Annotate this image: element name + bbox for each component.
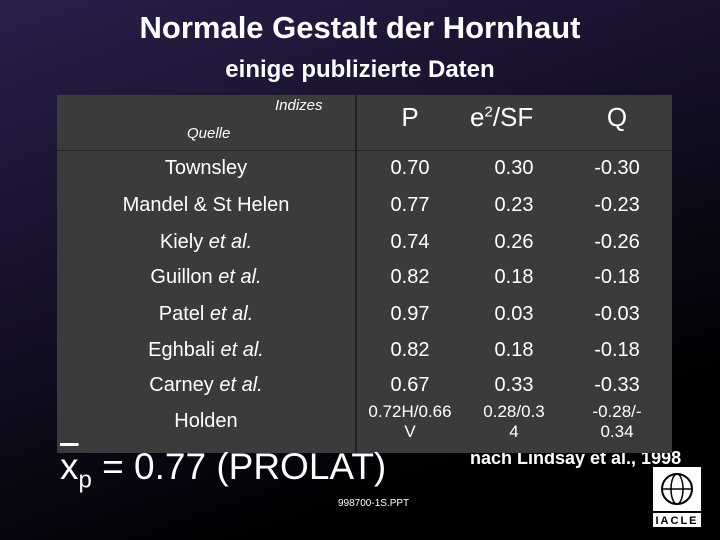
source-note: et al. bbox=[220, 339, 264, 361]
citation: nach Lindsay et al., 1998 bbox=[470, 448, 682, 468]
p-cell: 0.74 bbox=[355, 231, 465, 253]
p-value: V bbox=[404, 422, 416, 441]
source-name: Mandel & St Helen bbox=[122, 194, 290, 216]
e-value: 0.23 bbox=[494, 194, 534, 216]
e-value: 4 bbox=[509, 422, 519, 441]
q-cell: -0.33 bbox=[562, 374, 672, 396]
e-value: 0.18 bbox=[494, 339, 534, 361]
mean-rest: = 0.77 (PROLAT) bbox=[102, 446, 387, 487]
e-cell: 0.28/0.3 4 bbox=[470, 402, 558, 442]
logo-text: IACLE bbox=[656, 515, 699, 527]
logo-band bbox=[653, 513, 701, 527]
q-cell: -0.18 bbox=[562, 339, 672, 361]
q-value: -0.30 bbox=[594, 157, 640, 179]
header-q: Q bbox=[606, 102, 628, 132]
e-value: 0.03 bbox=[494, 303, 534, 325]
e-cell: 0.18 bbox=[470, 266, 558, 288]
q-cell: -0.18 bbox=[562, 266, 672, 288]
q-cell: -0.28/- 0.34 bbox=[562, 402, 672, 442]
mean-x: x bbox=[60, 446, 79, 487]
p-cell: 0.72H/0.66 V bbox=[355, 402, 465, 442]
p-value: 0.97 bbox=[390, 303, 430, 325]
p-value: 0.70 bbox=[390, 157, 430, 179]
header-e-rest: /SF bbox=[492, 102, 534, 132]
source-name: Kiely bbox=[159, 231, 204, 253]
source-note: et al. bbox=[208, 231, 253, 253]
source-name: Eghbali bbox=[148, 339, 215, 361]
p-value: 0.74 bbox=[390, 231, 430, 253]
e-cell: 0.18 bbox=[470, 339, 558, 361]
subtitle: einige publizierte Daten bbox=[225, 56, 495, 83]
p-value: 0.77 bbox=[390, 194, 430, 216]
source-note: et al. bbox=[209, 303, 254, 325]
p-cell: 0.70 bbox=[355, 157, 465, 179]
q-value: -0.03 bbox=[594, 303, 640, 325]
q-cell: -0.30 bbox=[562, 157, 672, 179]
header-indices: Indizes bbox=[275, 97, 323, 114]
source-cell: Townsley bbox=[57, 157, 355, 179]
e-value: 0.30 bbox=[494, 157, 534, 179]
q-value: 0.34 bbox=[600, 422, 634, 441]
header-e: e2/SF bbox=[470, 102, 533, 133]
source-note: et al. bbox=[218, 266, 262, 288]
p-cell: 0.77 bbox=[355, 194, 465, 216]
file-name: 998700-1S.PPT bbox=[338, 498, 410, 509]
source-cell: Patel et al. bbox=[57, 303, 355, 325]
p-cell: 0.67 bbox=[355, 374, 465, 396]
column-divider bbox=[355, 95, 357, 453]
q-value: -0.23 bbox=[594, 194, 640, 216]
p-value: 0.82 bbox=[390, 266, 430, 288]
p-cell: 0.97 bbox=[355, 303, 465, 325]
e-cell: 0.30 bbox=[470, 157, 558, 179]
mean-sub: p bbox=[78, 466, 92, 494]
header-p: P bbox=[401, 102, 419, 132]
q-value: -0.18 bbox=[594, 339, 640, 361]
header-e-sup: 2 bbox=[484, 103, 493, 121]
e-cell: 0.23 bbox=[470, 194, 558, 216]
e-value: 0.28/0.3 bbox=[483, 402, 545, 421]
p-cell: 0.82 bbox=[355, 266, 465, 288]
e-cell: 0.26 bbox=[470, 231, 558, 253]
source-name: Holden bbox=[174, 410, 238, 432]
source-name: Carney bbox=[149, 374, 214, 396]
source-note: et al. bbox=[219, 374, 263, 396]
p-cell: 0.82 bbox=[355, 339, 465, 361]
p-value: 0.67 bbox=[390, 374, 430, 396]
header-divider bbox=[57, 150, 672, 151]
e-cell: 0.33 bbox=[470, 374, 558, 396]
source-name: Guillon bbox=[150, 266, 213, 288]
q-cell: -0.23 bbox=[562, 194, 672, 216]
title: Normale Gestalt der Hornhaut bbox=[139, 10, 581, 45]
source-cell: Eghbali et al. bbox=[57, 339, 355, 361]
source-cell: Mandel & St Helen bbox=[57, 194, 355, 216]
source-name: Townsley bbox=[164, 157, 248, 179]
q-value: -0.33 bbox=[594, 374, 640, 396]
q-value: -0.28/- bbox=[592, 402, 642, 421]
source-cell: Holden bbox=[57, 410, 355, 432]
q-cell: -0.26 bbox=[562, 231, 672, 253]
p-value: 0.82 bbox=[390, 339, 430, 361]
q-cell: -0.03 bbox=[562, 303, 672, 325]
logo: IACLE bbox=[653, 467, 701, 527]
source-name: Patel bbox=[158, 303, 205, 325]
e-cell: 0.03 bbox=[470, 303, 558, 325]
header-e-base: e bbox=[470, 102, 485, 132]
source-cell: Guillon et al. bbox=[57, 266, 355, 288]
p-value: 0.72H/0.66 bbox=[368, 402, 452, 421]
header-source: Quelle bbox=[187, 125, 231, 142]
q-value: -0.18 bbox=[594, 266, 640, 288]
table: Indizes Quelle P e2/SF Q Townsley 0.70 0.3… bbox=[57, 95, 672, 453]
e-value: 0.18 bbox=[494, 266, 534, 288]
source-cell: Carney et al. bbox=[57, 374, 355, 396]
source-cell: Kiely et al. bbox=[57, 231, 355, 253]
q-value: -0.26 bbox=[594, 231, 640, 253]
mean-formula: xp = 0.77 (PROLAT) bbox=[60, 446, 386, 494]
e-value: 0.26 bbox=[494, 231, 534, 253]
e-value: 0.33 bbox=[494, 374, 534, 396]
